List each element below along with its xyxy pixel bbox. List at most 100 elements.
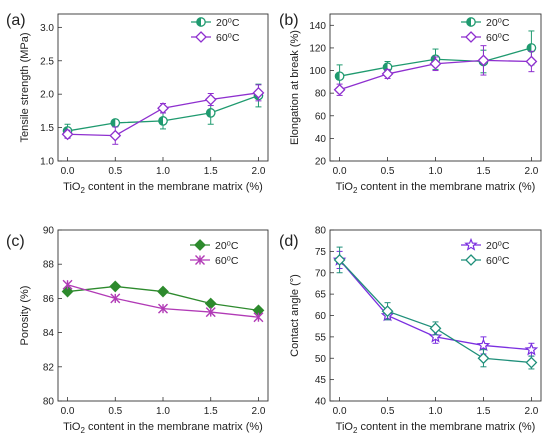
y-tick-label: 2.0	[40, 90, 54, 101]
legend-item: 20⁰C	[461, 17, 510, 29]
series-first	[61, 280, 265, 317]
x-tick-label: 0.0	[61, 406, 75, 417]
marker-point	[109, 280, 122, 293]
marker-point	[157, 285, 169, 298]
legend-label: 60⁰C	[216, 32, 240, 44]
legend-label: 20⁰C	[215, 240, 239, 252]
y-tick-label: 2.5	[40, 56, 54, 67]
marker-point	[464, 237, 478, 251]
marker-point	[429, 57, 442, 70]
x-tick-label: 2.0	[252, 406, 266, 417]
y-tick-label: 120	[309, 43, 326, 54]
y-tick-label: 140	[309, 21, 326, 32]
x-tick-label: 1.0	[156, 166, 170, 177]
x-tick-label: 1.5	[204, 406, 218, 417]
x-tick-label: 1.5	[477, 166, 491, 177]
marker-point	[110, 293, 121, 304]
y-tick-label: 40	[315, 397, 327, 408]
marker-point	[476, 338, 491, 352]
y-tick-label: 60	[315, 311, 327, 322]
marker-point	[158, 116, 168, 126]
x-tick-label: 0.5	[108, 406, 122, 417]
legend: 20⁰C 60⁰C	[461, 17, 510, 44]
y-tick-label: 88	[43, 260, 55, 271]
series-second	[62, 279, 264, 323]
y-axis-label: Contact angle (°)	[289, 274, 301, 357]
y-tick-label: 80	[315, 226, 327, 237]
marker-point	[205, 307, 216, 318]
legend: 20⁰C 60⁰C	[190, 239, 239, 267]
x-tick-label: 0.0	[61, 166, 75, 177]
marker-point	[195, 31, 207, 43]
marker-point	[253, 312, 264, 323]
marker-point	[477, 352, 490, 365]
marker-point	[524, 342, 539, 356]
marker-point	[333, 254, 346, 266]
y-tick-label: 100	[309, 66, 326, 77]
marker-point	[381, 305, 394, 318]
marker-point	[158, 303, 168, 314]
x-tick-label: 0.5	[108, 166, 122, 177]
y-tick-label: 50	[315, 354, 327, 365]
x-tick-label: 2.0	[252, 166, 266, 177]
legend: 20⁰C 60⁰C	[191, 17, 240, 44]
y-tick-label: 20	[315, 157, 327, 168]
y-tick-label: 3.0	[40, 23, 54, 34]
marker-point	[465, 254, 477, 266]
y-tick-label: 82	[43, 362, 55, 373]
y-tick-label: 1.0	[40, 157, 54, 168]
legend-item: 60⁰C	[461, 31, 510, 44]
legend-label: 20⁰C	[486, 240, 510, 252]
y-axis-label: Tensile strength (MPa)	[19, 32, 31, 142]
x-tick-label: 0.0	[333, 166, 347, 177]
y-tick-label: 55	[315, 332, 327, 343]
panel-label: (a)	[6, 12, 26, 29]
y-axis-label: Elongation at break (%)	[289, 30, 301, 145]
series-second	[61, 84, 265, 145]
y-tick-label: 40	[315, 134, 327, 145]
marker-point	[62, 279, 73, 290]
x-tick-label: 1.0	[156, 406, 170, 417]
x-axis-label: TiO2 content in the membrane matrix (%)	[63, 181, 263, 195]
y-tick-label: 70	[315, 268, 327, 279]
marker-point	[61, 128, 74, 141]
x-tick-label: 1.5	[204, 166, 218, 177]
legend-item: 20⁰C	[190, 239, 239, 252]
marker-point	[477, 54, 490, 67]
y-tick-label: 80	[315, 89, 327, 100]
marker-point	[157, 102, 169, 115]
x-tick-label: 0.0	[333, 406, 347, 417]
marker-point	[381, 68, 394, 80]
y-tick-label: 65	[315, 290, 327, 301]
y-tick-label: 80	[43, 397, 55, 408]
marker-point	[465, 31, 477, 43]
legend-item: 60⁰C	[191, 31, 240, 44]
panel-label: (d)	[279, 233, 299, 250]
y-tick-label: 86	[43, 294, 55, 305]
marker-point	[204, 93, 217, 106]
x-axis-label: TiO2 content in the membrane matrix (%)	[336, 421, 536, 435]
marker-point	[526, 43, 537, 53]
panel-label: (b)	[279, 12, 299, 29]
marker-point	[110, 118, 121, 128]
legend-item: 20⁰C	[461, 237, 510, 252]
y-tick-label: 90	[43, 226, 55, 237]
y-tick-label: 60	[315, 111, 327, 122]
chart-panel-b: (b) 20 40 60 80 100 120 140 0.0 0.5 1.0 1.5 2.0 TiO2 …	[279, 12, 542, 195]
series-second	[333, 45, 538, 96]
x-tick-label: 1.0	[429, 166, 443, 177]
x-tick-label: 0.5	[381, 406, 395, 417]
y-tick-label: 45	[315, 375, 327, 386]
legend-label: 20⁰C	[216, 17, 240, 29]
x-tick-label: 1.0	[429, 406, 443, 417]
y-tick-label: 84	[43, 328, 55, 339]
marker-point	[205, 108, 216, 118]
marker-point	[428, 329, 443, 343]
x-tick-label: 2.0	[524, 166, 538, 177]
marker-point	[109, 129, 122, 142]
chart-panel-c: (c) 80 82 84 86 88 90 0.0 0.5 1.0 1.5 2.0 TiO2 conte…	[6, 226, 269, 435]
legend-item: 60⁰C	[190, 255, 239, 267]
legend: 20⁰C 60⁰C	[461, 237, 510, 267]
marker-point	[333, 83, 346, 96]
